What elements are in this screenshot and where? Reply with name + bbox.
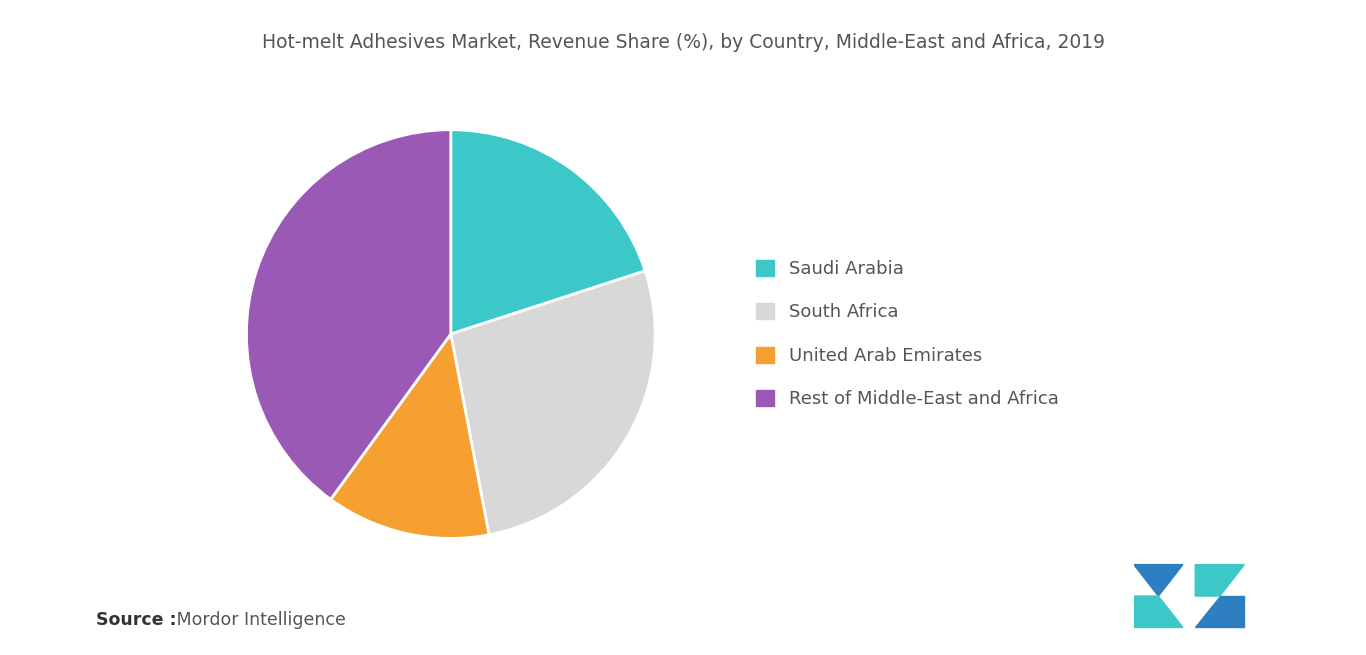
Polygon shape bbox=[1195, 596, 1244, 627]
Wedge shape bbox=[246, 130, 451, 499]
Polygon shape bbox=[1195, 565, 1244, 596]
Wedge shape bbox=[451, 271, 656, 534]
Polygon shape bbox=[1134, 596, 1183, 627]
Text: Source :: Source : bbox=[96, 611, 176, 629]
Text: Mordor Intelligence: Mordor Intelligence bbox=[171, 611, 346, 629]
Text: Hot-melt Adhesives Market, Revenue Share (%), by Country, Middle-East and Africa: Hot-melt Adhesives Market, Revenue Share… bbox=[261, 33, 1105, 52]
Polygon shape bbox=[1134, 565, 1183, 596]
Wedge shape bbox=[331, 334, 489, 538]
Wedge shape bbox=[451, 130, 645, 334]
Legend: Saudi Arabia, South Africa, United Arab Emirates, Rest of Middle-East and Africa: Saudi Arabia, South Africa, United Arab … bbox=[757, 259, 1059, 409]
